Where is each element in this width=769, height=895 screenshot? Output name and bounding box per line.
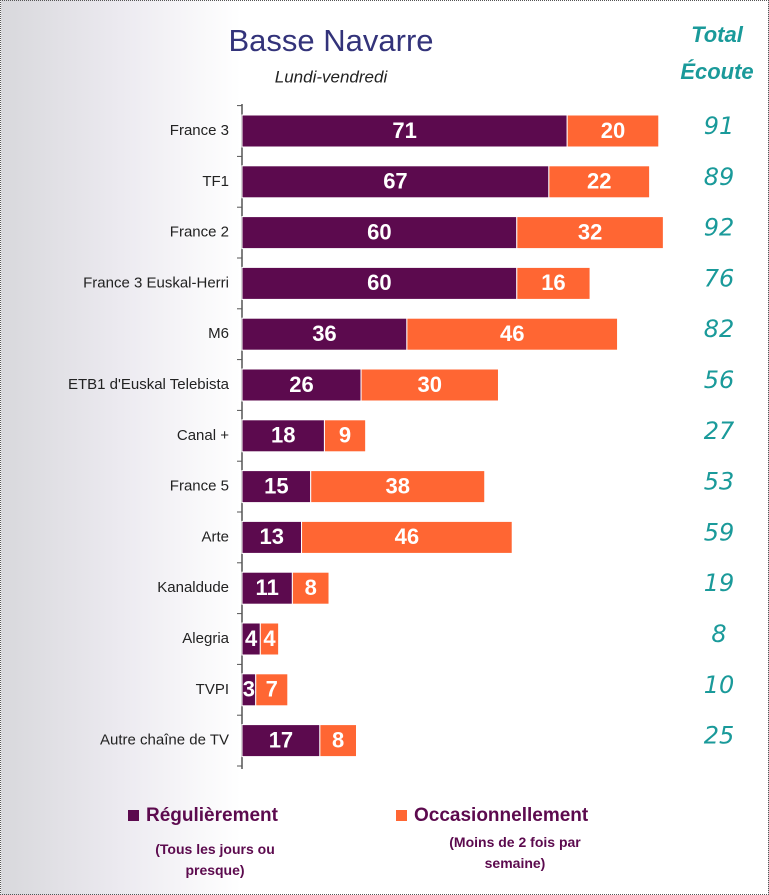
total-label: 56	[704, 366, 735, 394]
category-label: France 3 Euskal-Herri	[83, 274, 229, 291]
bar-segment	[310, 470, 486, 504]
bar-segment	[241, 114, 568, 148]
data-label: 9	[339, 423, 351, 448]
data-label: 30	[418, 372, 442, 397]
data-label: 38	[385, 473, 409, 498]
category-label: Kanaldude	[157, 579, 229, 596]
bar-segment	[516, 266, 591, 300]
total-label: 53	[704, 468, 735, 496]
legend-swatch	[128, 810, 139, 821]
data-label: 36	[312, 321, 336, 346]
bar-segment	[516, 216, 664, 250]
data-label: 26	[289, 372, 313, 397]
data-label: 4	[263, 626, 276, 651]
bar-segment	[319, 724, 357, 758]
bar-segment	[291, 571, 330, 605]
total-label: 76	[704, 264, 735, 292]
data-label: 8	[305, 575, 317, 600]
category-label: France 2	[170, 224, 229, 241]
legend-note: (Moins de 2 fois par semaine)	[449, 834, 581, 871]
data-label: 20	[601, 118, 625, 143]
data-label: 7	[266, 677, 278, 702]
bar-segment	[241, 368, 362, 402]
data-label: 15	[264, 473, 288, 498]
total-label: 19	[704, 569, 735, 597]
data-label: 18	[271, 423, 295, 448]
category-label: Autre chaîne de TV	[100, 732, 229, 749]
total-label: 25	[704, 722, 735, 750]
legend-label: Régulièrement	[146, 805, 279, 826]
total-label: 89	[704, 163, 735, 191]
bar-segment	[360, 368, 499, 402]
category-label: M6	[208, 325, 229, 342]
data-label: 46	[395, 524, 419, 549]
category-label: ETB1 d'Euskal Telebista	[68, 376, 230, 393]
category-label: TF1	[202, 173, 229, 190]
bar-segment	[241, 419, 325, 453]
category-label: Alegria	[182, 630, 229, 647]
chart-subtitle: Lundi-vendredi	[275, 67, 389, 86]
category-label: France 3	[170, 122, 229, 139]
bar-segment	[241, 520, 303, 554]
data-label: 60	[367, 219, 391, 244]
bar-segment	[566, 114, 660, 148]
bar-segment	[241, 165, 550, 199]
legend-swatch	[396, 810, 407, 821]
data-label: 32	[578, 219, 602, 244]
category-label: France 5	[170, 478, 229, 495]
total-label: 8	[711, 620, 726, 648]
totals-title: Écoute	[680, 59, 753, 84]
bar-segment	[241, 266, 518, 300]
chart-title: Basse Navarre	[228, 23, 433, 58]
data-label: 11	[256, 575, 279, 600]
bar-segment	[255, 673, 289, 707]
bar-segment	[301, 520, 513, 554]
data-label: 67	[383, 169, 407, 194]
category-label: Arte	[201, 528, 229, 545]
legend-label: Occasionnellement	[414, 805, 589, 826]
bar-segment	[241, 571, 293, 605]
total-label: 92	[704, 214, 735, 242]
data-label: 22	[587, 169, 611, 194]
data-label: 60	[367, 270, 391, 295]
bar-segment	[406, 317, 619, 351]
data-label: 3	[243, 677, 255, 702]
bar-segment	[259, 622, 280, 656]
bar-segment	[241, 317, 408, 351]
bar-segment	[548, 165, 651, 199]
data-label: 17	[269, 727, 293, 752]
data-label: 16	[541, 270, 565, 295]
category-label: Canal +	[177, 427, 229, 444]
total-label: 91	[704, 112, 735, 140]
data-label: 4	[245, 626, 258, 651]
data-label: 46	[500, 321, 524, 346]
data-label: 13	[260, 524, 284, 549]
total-label: 27	[704, 417, 735, 445]
total-label: 10	[704, 671, 735, 699]
total-label: 82	[704, 315, 735, 343]
bar-segment	[323, 419, 367, 453]
bar-segment	[241, 216, 518, 250]
data-label: 71	[392, 118, 416, 143]
totals-title: Total	[691, 22, 744, 47]
data-label: 8	[332, 727, 344, 752]
bar-segment	[241, 470, 312, 504]
total-label: 59	[704, 518, 735, 546]
category-label: TVPI	[196, 681, 229, 698]
legend-note: (Tous les jours ou presque)	[155, 841, 275, 878]
bar-segment	[241, 724, 321, 758]
